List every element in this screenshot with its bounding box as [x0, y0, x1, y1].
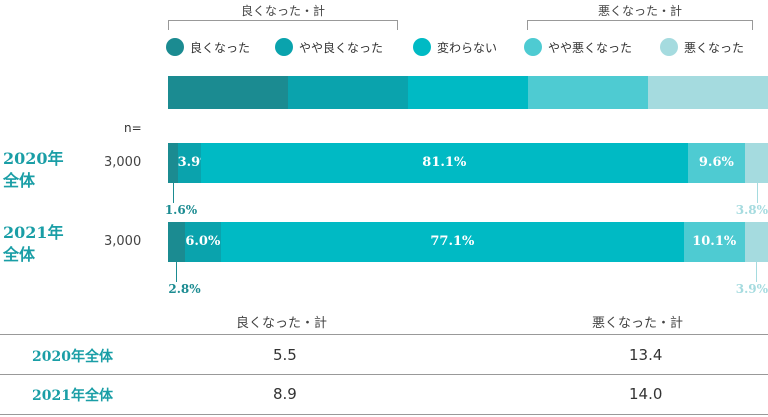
stacked-bar-2020: 1.6% 3.9% 81.1% 9.6% 3.8%	[165, 143, 768, 217]
row-title-2020: 2020年 全体	[3, 148, 64, 192]
leader-line-2020-better	[172, 183, 174, 203]
stacked-bar-2021: 2.8% 6.0% 77.1% 10.1% 3.9%	[168, 222, 768, 296]
data-label-2020-better: 1.6%	[164, 203, 198, 217]
strip-same	[408, 76, 528, 109]
strip-slightly-better	[288, 76, 408, 109]
better-total-bracket	[168, 20, 398, 30]
table-cell-2021-better-total: 8.9	[273, 385, 297, 403]
strip-worse	[648, 76, 768, 109]
data-label-2021-better: 2.8%	[168, 282, 201, 296]
legend-color-strip	[168, 76, 768, 109]
data-label-2020-slightly-better: 3.9%	[177, 155, 213, 170]
bar-segment-2020-better	[168, 143, 178, 183]
bar-segment-2020-slightly-worse	[687, 143, 746, 183]
table-row-label-2021: 2021年全体	[32, 388, 113, 404]
bar-segment-2021-slightly-worse	[683, 222, 745, 262]
row-title-2020-line2: 全体	[3, 171, 36, 190]
legend-label-slightly-worse: やや悪くなった	[548, 40, 633, 55]
legend-label-slightly-better: やや良くなった	[299, 40, 384, 55]
legend-label-better: 良くなった	[190, 40, 251, 55]
data-label-2020-same: 81.1%	[422, 155, 467, 170]
leader-line-2021-better	[176, 262, 178, 282]
n-header: n=	[124, 121, 142, 135]
strip-better	[168, 76, 288, 109]
row-title-2020-line1: 2020年	[3, 149, 64, 168]
legend-label-worse: 悪くなった	[684, 40, 745, 55]
legend-dot-slightly-better	[275, 38, 293, 56]
leader-line-2021-worse	[756, 262, 758, 282]
data-label-2020-slightly-worse: 9.6%	[698, 155, 734, 170]
bar-segment-2021-worse	[744, 222, 768, 262]
row-n-2020: 3,000	[104, 155, 142, 170]
table-cell-2020-worse-total: 13.4	[629, 346, 663, 364]
table-cell-2020-better-total: 5.5	[273, 346, 297, 364]
table-header-worse-total: 悪くなった・計	[592, 316, 684, 331]
row-title-2021-line1: 2021年	[3, 223, 64, 242]
bar-segment-2021-better	[168, 222, 185, 262]
legend-item-same: 変わらない	[413, 36, 497, 58]
chart-legend: 良くなった やや良くなった 変わらない やや悪くなった 悪くなった	[166, 36, 766, 58]
worse-total-bracket	[527, 20, 753, 30]
data-label-2021-slightly-better: 6.0%	[185, 234, 221, 249]
row-n-2021: 3,000	[104, 234, 142, 249]
legend-dot-same	[413, 38, 431, 56]
table-header-better-total: 良くなった・計	[236, 316, 328, 331]
table-divider-bottom	[0, 414, 768, 415]
table-cell-2021-worse-total: 14.0	[629, 385, 663, 403]
table-divider-middle	[0, 374, 768, 375]
row-title-2021-line2: 全体	[3, 245, 36, 264]
bar-segment-2020-slightly-better	[177, 143, 201, 183]
bar-segment-2021-same	[220, 222, 684, 262]
table-row-label-2020: 2020年全体	[32, 349, 113, 365]
bar-segment-2020-worse	[745, 143, 768, 183]
leader-line-2020-worse	[756, 183, 758, 203]
bar-segment-2020-same	[201, 143, 688, 183]
strip-slightly-worse	[528, 76, 648, 109]
row-title-2021: 2021年 全体	[3, 222, 64, 266]
data-label-2021-same: 77.1%	[430, 234, 475, 249]
bar-segment-2021-slightly-better	[184, 222, 221, 262]
legend-item-worse: 悪くなった	[660, 36, 744, 58]
legend-dot-slightly-worse	[524, 38, 542, 56]
legend-item-slightly-better: やや良くなった	[275, 36, 383, 58]
worse-total-group-label: 悪くなった・計	[597, 4, 682, 18]
data-label-2021-slightly-worse: 10.1%	[692, 234, 737, 249]
legend-item-better: 良くなった	[166, 36, 250, 58]
better-total-group-label: 良くなった・計	[240, 4, 325, 18]
legend-label-same: 変わらない	[437, 40, 498, 55]
legend-item-slightly-worse: やや悪くなった	[524, 36, 632, 58]
legend-dot-worse	[660, 38, 678, 56]
table-divider-top	[0, 334, 768, 335]
data-label-2020-worse: 3.8%	[735, 203, 768, 217]
data-label-2021-worse: 3.9%	[735, 282, 768, 296]
legend-dot-better	[166, 38, 184, 56]
